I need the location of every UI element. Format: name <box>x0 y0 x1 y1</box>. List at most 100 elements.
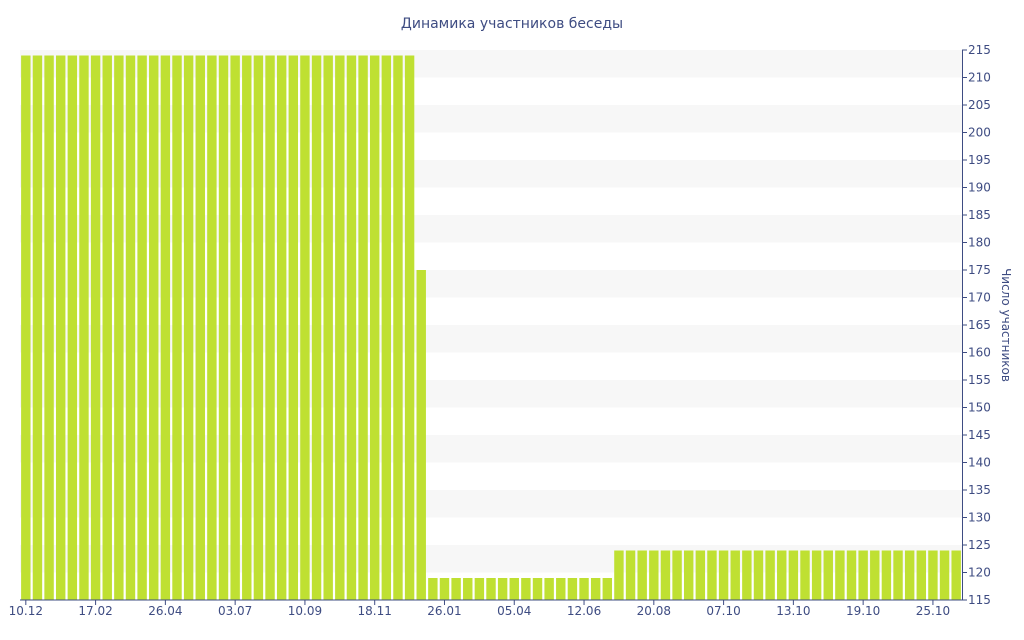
bar <box>870 550 880 600</box>
bar <box>683 550 694 600</box>
bar <box>346 55 357 600</box>
x-tick-label: 10.12 <box>9 604 43 618</box>
y-tick-label: 190 <box>968 181 991 195</box>
bar <box>335 55 345 600</box>
bar <box>811 550 822 600</box>
bar <box>707 550 717 600</box>
bar <box>265 55 275 600</box>
y-axis-ticks: 115 120 125 130 135 140 145 150 155 160 165 170 175 1… <box>962 43 991 607</box>
bar <box>463 578 473 600</box>
y-axis-title: Число участников <box>999 268 1013 382</box>
y-tick-label: 210 <box>968 71 991 85</box>
bar <box>602 578 613 600</box>
bar <box>358 55 368 600</box>
bar <box>858 550 868 600</box>
x-tick-label: 13.10 <box>776 604 810 618</box>
bar <box>207 55 217 600</box>
bars <box>21 55 961 600</box>
bar <box>556 578 566 600</box>
bar <box>195 55 205 600</box>
bar <box>625 550 636 600</box>
bar <box>451 578 461 600</box>
y-tick-label: 155 <box>968 373 991 387</box>
y-tick-label: 160 <box>968 346 991 360</box>
x-tick-label: 20.08 <box>637 604 671 618</box>
bar <box>835 550 845 600</box>
bar <box>893 550 903 600</box>
y-tick-label: 205 <box>968 98 991 112</box>
bar <box>125 55 136 600</box>
y-tick-label: 125 <box>968 538 991 552</box>
bar <box>614 550 624 600</box>
bar <box>218 55 229 600</box>
x-tick-label: 19.10 <box>846 604 880 618</box>
y-tick-label: 130 <box>968 511 991 525</box>
bar <box>823 550 833 600</box>
x-tick-label: 25.10 <box>916 604 950 618</box>
x-axis-ticks: 10.12 17.02 26.04 03.07 10.09 18.11 26.01 05.04… <box>9 600 950 618</box>
y-tick-label: 115 <box>968 593 991 607</box>
bar <box>393 55 403 600</box>
bar <box>649 550 659 600</box>
y-tick-label: 180 <box>968 236 991 250</box>
bar <box>172 55 182 600</box>
bar <box>579 578 589 600</box>
bar <box>439 578 450 600</box>
x-tick-label: 18.11 <box>358 604 392 618</box>
bar <box>567 578 578 600</box>
x-tick-label: 12.06 <box>567 604 601 618</box>
y-tick-label: 145 <box>968 428 991 442</box>
x-tick-label: 26.04 <box>148 604 182 618</box>
bar <box>369 55 380 600</box>
bar <box>742 550 752 600</box>
bar <box>137 55 147 600</box>
bar <box>21 55 31 600</box>
x-tick-label: 26.01 <box>427 604 461 618</box>
bar <box>300 55 310 600</box>
bar <box>114 55 124 600</box>
bar <box>404 55 415 600</box>
bar <box>753 550 764 600</box>
bar <box>660 550 671 600</box>
bar <box>311 55 322 600</box>
bar <box>276 55 287 600</box>
bar <box>160 55 171 600</box>
y-tick-label: 215 <box>968 43 991 57</box>
bar <box>183 55 194 600</box>
bar <box>637 550 647 600</box>
bar <box>242 55 252 600</box>
bar <box>521 578 531 600</box>
bar <box>718 550 729 600</box>
bar <box>777 550 787 600</box>
bar <box>323 55 333 600</box>
y-tick-label: 195 <box>968 153 991 167</box>
bar <box>253 55 264 600</box>
bar <box>881 550 892 600</box>
x-tick-label: 05.04 <box>497 604 531 618</box>
bar <box>951 550 961 600</box>
bar <box>730 550 740 600</box>
bar <box>230 55 240 600</box>
bar <box>67 55 78 600</box>
y-tick-label: 140 <box>968 456 991 470</box>
bar <box>55 55 66 600</box>
chart-title: Динамика участников беседы <box>401 16 623 32</box>
y-tick-label: 120 <box>968 566 991 580</box>
bar <box>916 550 927 600</box>
y-tick-label: 165 <box>968 318 991 332</box>
bar <box>695 550 706 600</box>
bar <box>672 550 682 600</box>
bar <box>939 550 950 600</box>
x-tick-label: 07.10 <box>706 604 740 618</box>
y-tick-label: 135 <box>968 483 991 497</box>
y-tick-label: 170 <box>968 291 991 305</box>
x-tick-label: 17.02 <box>78 604 112 618</box>
bar <box>149 55 159 600</box>
y-tick-label: 185 <box>968 208 991 222</box>
bar <box>102 55 112 600</box>
bar <box>765 550 775 600</box>
bar <box>416 270 426 600</box>
bar <box>800 550 810 600</box>
